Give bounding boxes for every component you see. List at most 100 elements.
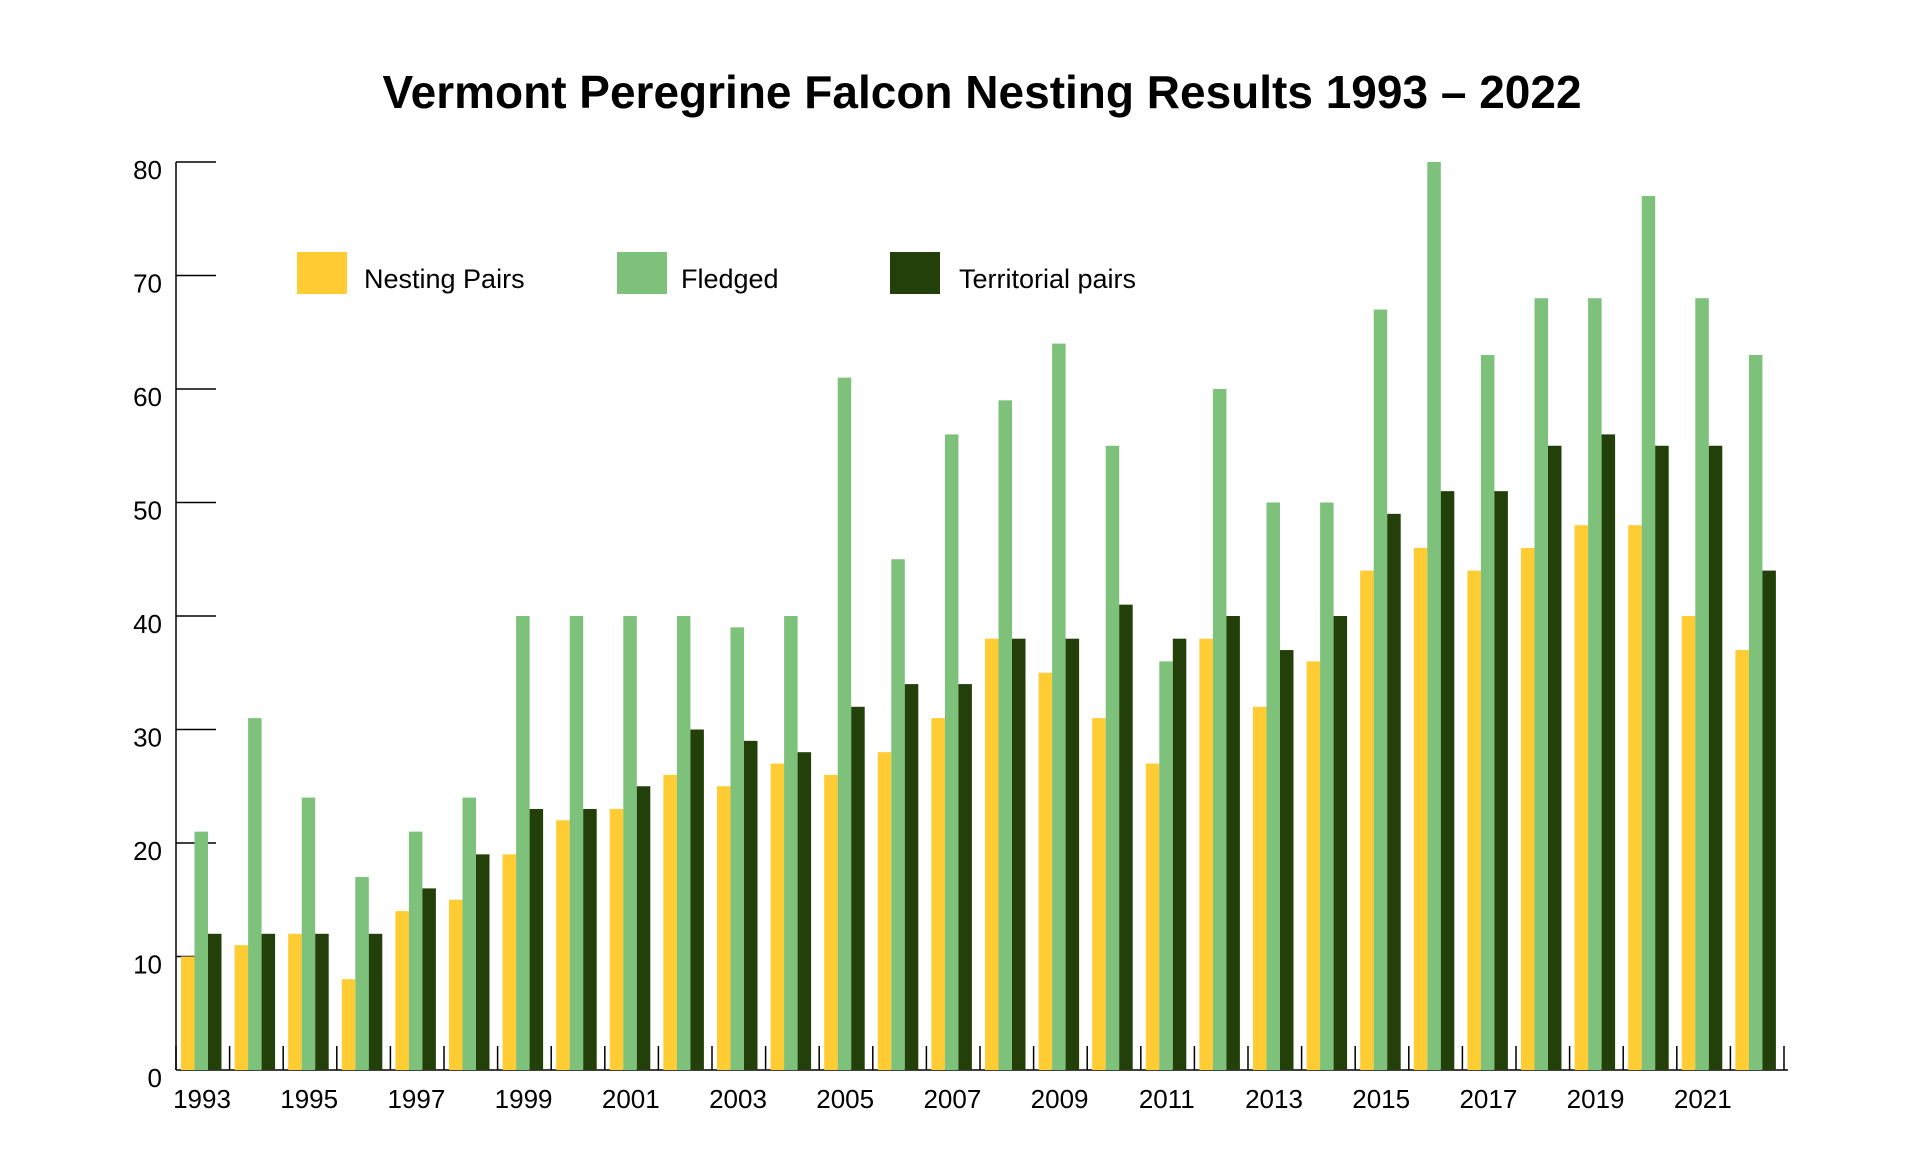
bar-territorial-pairs-1998: [476, 854, 490, 1070]
y-tick-label: 70: [133, 269, 162, 299]
bar-fledged-1996: [355, 877, 369, 1070]
bar-fledged-2010: [1105, 445, 1120, 1070]
bar-territorial-pairs-1994: [261, 933, 276, 1070]
bar-nesting-pairs-2015: [1360, 570, 1374, 1070]
bar-nesting-pairs-2009: [1038, 672, 1053, 1070]
bar-nesting-pairs-2013: [1253, 706, 1267, 1070]
bar-nesting-pairs-2005: [824, 774, 838, 1070]
bar-fledged-2000: [569, 616, 584, 1070]
bar-territorial-pairs-2020: [1655, 445, 1669, 1070]
bar-territorial-pairs-2013: [1280, 650, 1294, 1070]
y-tick-label: 20: [133, 836, 162, 866]
bar-fledged-2002: [676, 616, 691, 1070]
bar-nesting-pairs-2018: [1521, 547, 1535, 1070]
y-tick-label: 10: [133, 950, 162, 980]
x-tick-label: 2003: [709, 1084, 767, 1114]
bar-nesting-pairs-2001: [609, 808, 624, 1070]
x-tick-label: 1997: [387, 1084, 445, 1114]
x-tick-label: 2009: [1031, 1084, 1089, 1114]
x-tick-label: 2007: [923, 1084, 981, 1114]
bar-nesting-pairs-2000: [556, 820, 570, 1070]
legend-label: Territorial pairs: [959, 264, 1136, 294]
x-axis: 1993 1995 1997 1999 2001 2003 2005 2007 2009 2011…: [173, 1046, 1788, 1114]
bar-fledged-2015: [1373, 309, 1388, 1070]
bar-fledged-2001: [623, 616, 637, 1070]
bar-fledged-2012: [1212, 389, 1227, 1070]
y-tick-label: 30: [133, 723, 162, 753]
bar-nesting-pairs-2016: [1413, 547, 1428, 1070]
bar-territorial-pairs-2002: [690, 729, 704, 1070]
bar-fledged-1994: [248, 718, 262, 1070]
legend-label: Fledged: [681, 264, 779, 294]
bar-nesting-pairs-1995: [288, 933, 302, 1070]
bar-fledged-2013: [1266, 502, 1280, 1070]
bar-nesting-pairs-1998: [449, 899, 463, 1070]
bar-nesting-pairs-2002: [663, 774, 677, 1070]
bar-nesting-pairs-1993: [181, 956, 195, 1070]
x-tick-label: 2013: [1245, 1084, 1303, 1114]
bar-territorial-pairs-2009: [1065, 638, 1080, 1070]
y-tick-label: 80: [133, 155, 162, 185]
y-tick-label: 50: [133, 496, 162, 526]
bar-territorial-pairs-1995: [315, 933, 329, 1070]
x-tick-label: 1999: [495, 1084, 553, 1114]
bar-fledged-2020: [1641, 196, 1656, 1071]
bar-territorial-pairs-2017: [1494, 491, 1508, 1070]
bar-fledged-2005: [837, 377, 852, 1070]
bar-territorial-pairs-2004: [797, 752, 812, 1070]
bar-nesting-pairs-1997: [395, 911, 409, 1070]
bar-territorial-pairs-2008: [1012, 638, 1026, 1070]
bar-nesting-pairs-2011: [1145, 763, 1160, 1070]
y-tick-label: 0: [148, 1063, 162, 1093]
x-tick-label: 1995: [280, 1084, 338, 1114]
bar-nesting-pairs-2006: [877, 752, 892, 1070]
bars: [181, 162, 1776, 1071]
bar-territorial-pairs-2018: [1548, 445, 1562, 1070]
y-tick-label: 60: [133, 382, 162, 412]
bar-nesting-pairs-1999: [502, 854, 517, 1070]
x-tick-label: 2015: [1352, 1084, 1410, 1114]
bar-fledged-2006: [891, 559, 905, 1070]
bar-fledged-2011: [1159, 661, 1173, 1070]
bar-territorial-pairs-2000: [583, 808, 597, 1070]
bar-fledged-1998: [462, 797, 476, 1070]
bar-nesting-pairs-2017: [1467, 570, 1481, 1070]
bar-nesting-pairs-2003: [717, 786, 731, 1070]
bar-nesting-pairs-2020: [1628, 525, 1642, 1070]
bar-nesting-pairs-2012: [1199, 638, 1213, 1070]
bar-nesting-pairs-1994: [234, 945, 249, 1070]
bar-territorial-pairs-2007: [958, 684, 972, 1070]
bar-territorial-pairs-2005: [851, 706, 865, 1070]
y-tick-label: 40: [133, 609, 162, 639]
bar-territorial-pairs-2022: [1762, 570, 1776, 1070]
legend: Nesting Pairs Fledged Territorial pairs: [297, 252, 1136, 294]
bar-fledged-2007: [944, 434, 959, 1070]
bar-nesting-pairs-2007: [931, 718, 945, 1070]
bar-fledged-2017: [1480, 354, 1495, 1070]
bar-territorial-pairs-2016: [1440, 491, 1455, 1070]
bar-territorial-pairs-2001: [636, 786, 651, 1070]
bar-nesting-pairs-2010: [1092, 718, 1106, 1070]
bar-territorial-pairs-2011: [1172, 638, 1187, 1070]
bar-territorial-pairs-2015: [1387, 513, 1401, 1070]
y-axis: 0 10 20 30 40 50 60 70 80: [133, 155, 216, 1093]
bar-territorial-pairs-1997: [422, 888, 436, 1070]
bar-nesting-pairs-2019: [1574, 525, 1589, 1070]
bar-nesting-pairs-2008: [985, 638, 999, 1070]
legend-label: Nesting Pairs: [364, 264, 525, 294]
bar-fledged-2018: [1534, 298, 1548, 1070]
bar-fledged-2014: [1320, 502, 1334, 1070]
bar-nesting-pairs-2021: [1681, 616, 1696, 1070]
bar-territorial-pairs-1993: [208, 933, 222, 1070]
bar-fledged-2008: [998, 400, 1012, 1071]
bar-nesting-pairs-1996: [341, 979, 356, 1070]
bar-territorial-pairs-2019: [1601, 434, 1616, 1070]
bar-territorial-pairs-2021: [1708, 445, 1723, 1070]
bar-territorial-pairs-1996: [368, 933, 383, 1070]
bar-territorial-pairs-2014: [1333, 616, 1348, 1070]
chart-title: Vermont Peregrine Falcon Nesting Results…: [382, 66, 1581, 118]
bar-fledged-2004: [784, 616, 798, 1070]
bar-fledged-1995: [301, 797, 316, 1070]
bar-fledged-1993: [194, 831, 208, 1070]
